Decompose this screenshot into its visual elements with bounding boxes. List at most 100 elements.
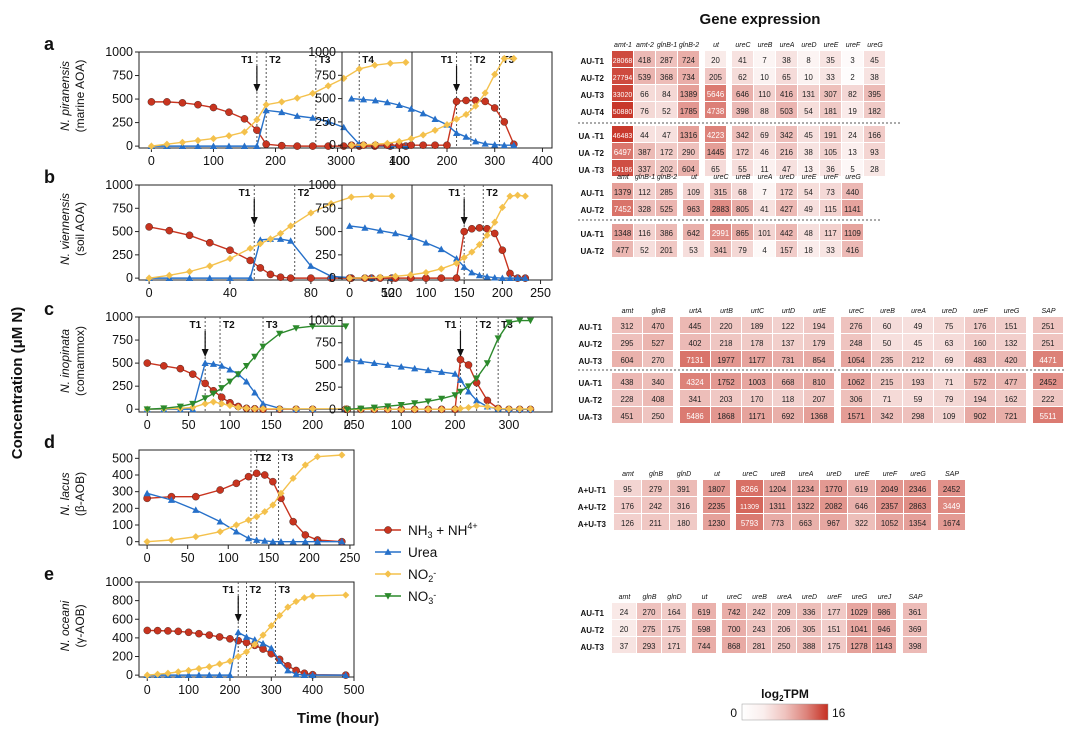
heatmap-value: 33	[826, 246, 835, 255]
y-tick-label: 1000	[105, 45, 133, 59]
data-point-nh3	[269, 477, 277, 486]
heatmap-cell	[848, 497, 875, 513]
data-point-nh3	[289, 517, 297, 526]
heatmap-cell	[797, 637, 821, 653]
heatmap-value: 76	[640, 107, 649, 116]
heatmap-cell	[722, 637, 746, 653]
plot-frame	[138, 184, 413, 281]
series-line-nh3	[148, 226, 392, 279]
data-point-no3	[516, 317, 524, 325]
heatmap-cell	[934, 334, 964, 350]
heatmap-cell	[804, 351, 834, 367]
legend-marker	[384, 593, 392, 600]
heatmap-col-label: urtD	[782, 308, 795, 315]
heatmap-cell	[742, 390, 772, 406]
heatmap-col-label: amt-2	[636, 42, 654, 49]
data-point-no2	[226, 657, 234, 665]
data-point-nh3	[215, 633, 224, 641]
heatmap-cell	[732, 183, 753, 199]
heatmap-value: 337	[638, 165, 651, 174]
heatmap-value: 527	[651, 339, 664, 348]
heatmap-cell	[798, 224, 819, 240]
heatmap-col-label: ut	[714, 471, 721, 478]
heatmap-row-label: A+U-T1	[578, 486, 607, 495]
heatmap-row-label: AU-T1	[580, 189, 604, 198]
data-point-no2	[407, 271, 415, 279]
heatmap-cell	[656, 126, 677, 142]
series-line-no2	[349, 194, 526, 279]
heatmap-cell	[822, 637, 846, 653]
data-point-nh3	[266, 270, 275, 279]
data-point-urea	[324, 118, 332, 125]
heatmap-value: 342	[880, 412, 893, 421]
data-point-no2	[309, 592, 317, 600]
heatmap-cell	[797, 603, 821, 619]
legend-text-part: NH	[408, 523, 428, 538]
heatmap-cell	[804, 407, 834, 423]
heatmap-value: 361	[908, 608, 921, 617]
data-point-nh3	[176, 364, 185, 373]
data-point-urea	[407, 105, 415, 112]
y-tick-label: 500	[315, 225, 336, 239]
legend-text-part: 3	[428, 596, 433, 606]
heatmap-cell	[820, 480, 847, 496]
x-tick-label: 100	[218, 551, 239, 565]
data-point-no2	[167, 536, 176, 544]
heatmap-cell	[612, 241, 633, 257]
data-point-no2	[154, 670, 162, 678]
x-tick-label: 0	[144, 418, 151, 432]
legend-text-part: NO	[408, 567, 428, 582]
y-tick-label: 1000	[308, 45, 336, 59]
heatmap-cell	[710, 241, 731, 257]
data-point-no2	[145, 274, 153, 282]
heatmap-value: 477	[1004, 378, 1017, 387]
heatmap-value: 1141	[844, 205, 861, 214]
data-point-no2	[185, 666, 193, 675]
heatmap-value: 13	[848, 148, 857, 157]
data-point-urea	[483, 273, 491, 280]
heatmap-value: 75	[945, 322, 954, 331]
timepoint-label: T1	[239, 188, 251, 199]
timepoint-label: T1	[445, 320, 457, 331]
heatmap-col-label: ureA	[799, 471, 814, 478]
data-point-nh3	[194, 100, 202, 109]
data-point-nh3	[143, 626, 152, 635]
x-tick-label: 150	[261, 418, 282, 432]
data-point-urea	[307, 262, 315, 269]
heatmap-cell	[711, 373, 741, 389]
heatmap-value: 744	[697, 642, 711, 651]
heatmap-cell	[847, 637, 871, 653]
data-point-urea	[419, 109, 427, 117]
heatmap-cell	[904, 480, 931, 496]
data-point-urea	[194, 142, 202, 149]
heatmap-value: 391	[677, 485, 690, 494]
arrow-head	[201, 349, 209, 357]
heatmap-cell	[903, 620, 927, 636]
heatmap-cell	[804, 334, 834, 350]
y-tick-label: 750	[112, 69, 133, 83]
data-point-urea	[216, 671, 224, 679]
data-point-no2	[242, 404, 251, 412]
heatmap-value: 1868	[717, 412, 734, 421]
heatmap-value: 209	[777, 608, 790, 617]
heatmap-value: 194	[973, 395, 987, 404]
heatmap-cell	[772, 637, 796, 653]
data-point-urea	[246, 274, 254, 282]
heatmap-cell	[1033, 407, 1063, 423]
heatmap-cell	[683, 224, 704, 240]
heatmap-col-label: ureF	[824, 174, 839, 181]
heatmap-col-label: amt	[622, 471, 635, 478]
heatmap-cell	[872, 351, 902, 367]
heatmap-cell	[742, 351, 772, 367]
heatmap-value: 1770	[825, 485, 843, 494]
heatmap-cell	[754, 183, 775, 199]
data-point-urea	[472, 137, 480, 145]
heatmap-cell	[904, 514, 931, 530]
series-line-nh3	[147, 472, 342, 543]
data-point-urea	[473, 396, 481, 404]
data-point-no3	[438, 395, 446, 403]
heatmap-cell	[820, 183, 841, 199]
heatmap-col-label: ureD	[801, 42, 816, 49]
heatmap-cell	[742, 373, 772, 389]
heatmap-cell	[842, 183, 863, 199]
